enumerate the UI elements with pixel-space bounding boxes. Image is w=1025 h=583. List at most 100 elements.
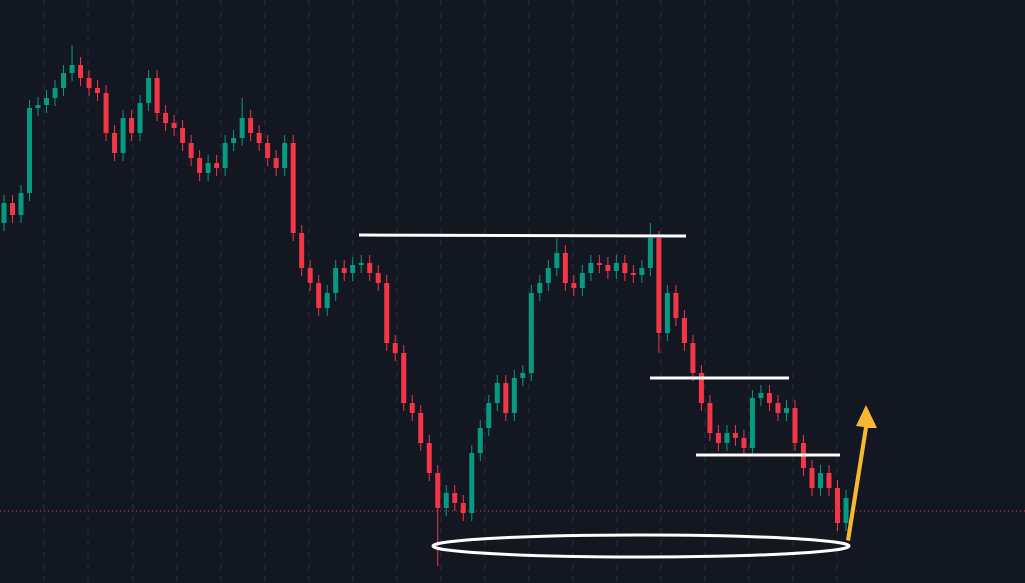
candle-body [197,158,203,173]
candle-body [766,393,772,403]
candle-body [120,118,126,153]
candle-body [95,88,101,93]
candle-body [494,383,500,403]
candle-body [256,133,262,143]
candle-body [18,193,24,215]
candle-body [443,493,449,508]
candle-body [596,263,602,265]
candle-body [231,138,237,143]
candle-body [715,433,721,443]
candle-body [562,253,568,283]
candle-body [375,273,381,283]
candle-body [783,408,789,413]
candle-body [656,238,662,333]
candle-body [605,265,611,271]
candle-body [392,343,398,353]
candle-body [647,238,653,268]
candle-body [528,293,534,373]
candle-body [146,78,152,103]
candle-body [477,428,483,453]
candle-body [460,503,466,513]
candle-body [817,473,823,488]
candle-body [239,118,245,138]
candle-body [307,268,313,283]
candle-body [86,78,92,88]
candle-body [826,473,832,488]
candle-body [452,493,458,503]
candle-body [52,88,58,98]
candle-body [622,263,628,273]
candle-body [732,433,738,438]
candle-body [588,263,594,273]
candle-body [384,283,390,343]
candle-body [571,283,577,288]
candle-body [545,268,551,283]
candle-body [809,468,815,488]
candle-body [613,263,619,271]
candle-body [520,373,526,378]
candle-body [511,378,517,413]
candle-body [749,398,755,448]
candle-body [690,343,696,373]
candle-body [834,488,840,523]
candle-body [333,268,339,293]
candle-body [698,373,704,403]
candle-body [299,233,305,268]
candle-body [486,403,492,428]
candle-body [78,65,84,78]
candle-body [681,318,687,343]
candle-body [435,473,441,508]
candle-body [163,113,169,123]
candle-body [214,163,220,168]
candle-body [290,143,296,233]
candle-body [137,103,143,133]
candle-body [10,203,16,215]
candle-body [61,73,67,88]
candle-body [273,158,279,168]
candle-body [265,143,271,158]
candle-body [44,98,50,105]
candle-body [401,353,407,403]
candle-body [724,433,730,443]
candle-body [358,263,364,265]
candles [1,45,849,566]
candle-body [367,263,373,273]
candle-body [316,283,322,308]
candle-body [469,453,475,513]
candle-body [282,143,288,168]
candle-body [324,293,330,308]
candle-body [579,273,585,288]
candle-body [103,93,109,133]
candle-body [112,133,118,153]
candle-body [673,293,679,318]
candle-body [707,403,713,433]
candle-body [630,273,636,275]
candle-body [843,498,849,523]
resistance-line [358,233,687,238]
candle-body [222,143,228,168]
candle-body [537,283,543,293]
candle-body [639,268,645,275]
candle-body [341,268,347,273]
candle-body [205,163,211,173]
annotations [358,233,877,559]
candle-body [554,253,560,268]
candle-body [188,143,194,158]
candle-body [171,123,177,128]
candle-body [35,105,41,108]
candle-body [503,383,509,413]
candle-body [409,403,415,413]
candle-body [1,203,7,223]
candle-body [741,438,747,448]
candle-body [154,78,160,113]
candle-body [664,293,670,333]
candle-body [350,265,356,273]
support-ellipse [431,533,851,559]
candle-body [248,118,254,133]
candle-body [27,108,33,193]
candle-body [129,118,135,133]
candle-body [418,413,424,443]
